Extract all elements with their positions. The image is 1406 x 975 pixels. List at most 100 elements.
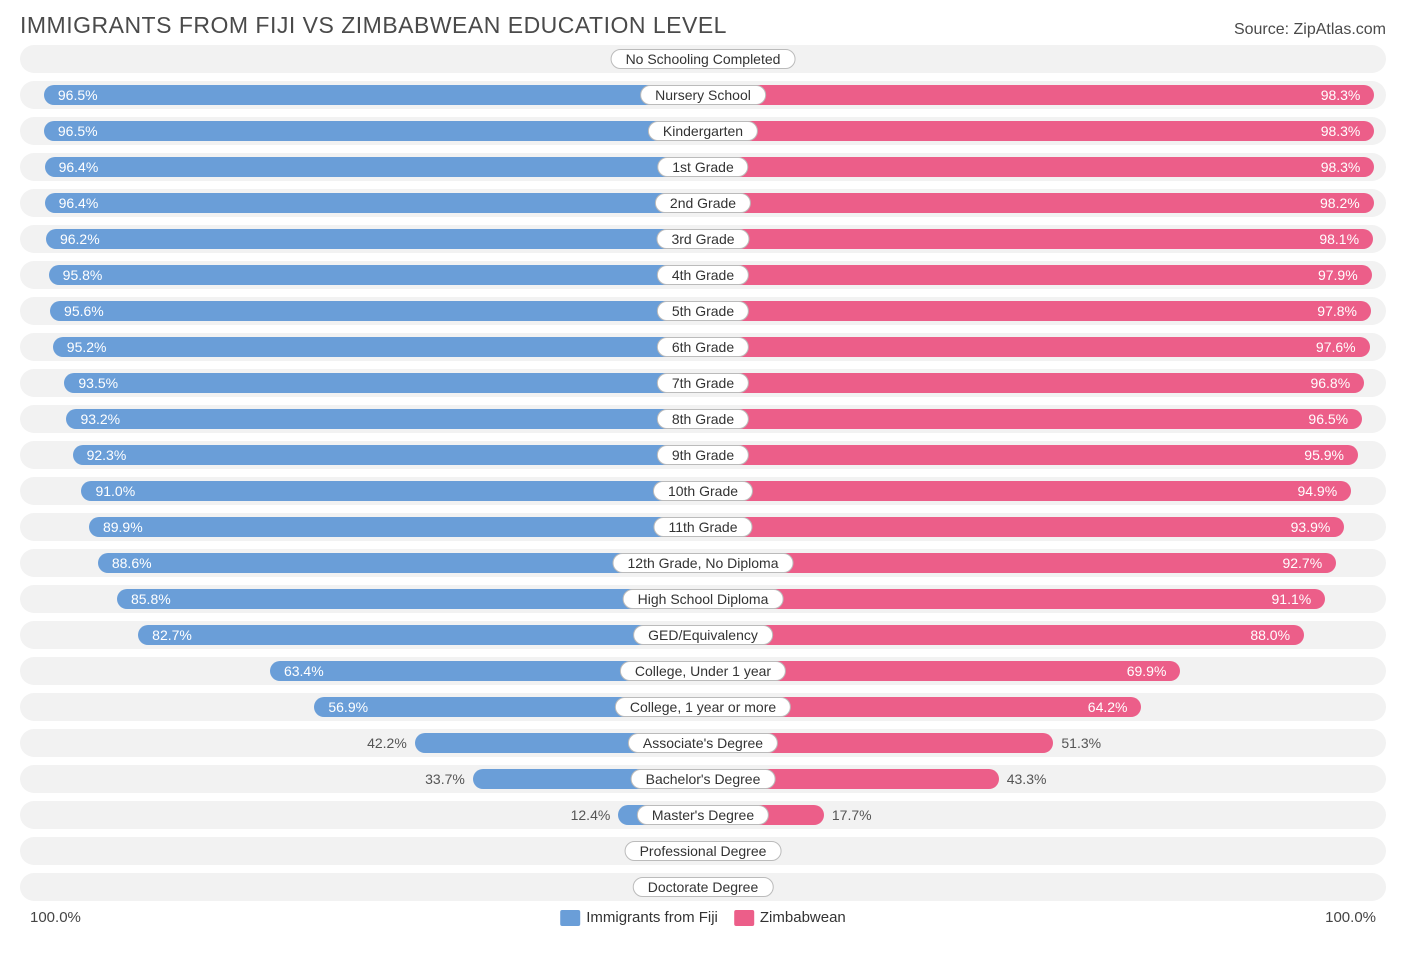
left-value-label: 88.6% bbox=[98, 549, 152, 577]
left-value-label: 42.2% bbox=[367, 729, 415, 757]
chart-row: 95.6%97.8%5th Grade bbox=[20, 297, 1386, 325]
right-bar bbox=[703, 121, 1374, 141]
right-value-label: 95.9% bbox=[1304, 441, 1358, 469]
category-label: 7th Grade bbox=[657, 373, 749, 393]
legend: Immigrants from Fiji Zimbabwean bbox=[560, 909, 846, 926]
chart-row: 89.9%93.9%11th Grade bbox=[20, 513, 1386, 541]
right-value-label: 92.7% bbox=[1282, 549, 1336, 577]
chart-row: 1.6%2.3%Doctorate Degree bbox=[20, 873, 1386, 901]
left-bar bbox=[89, 517, 703, 537]
left-value-label: 95.8% bbox=[49, 261, 103, 289]
category-label: 12th Grade, No Diploma bbox=[613, 553, 794, 573]
left-value-label: 95.6% bbox=[50, 297, 104, 325]
chart-row: 3.7%5.2%Professional Degree bbox=[20, 837, 1386, 865]
axis-left-label: 100.0% bbox=[30, 909, 81, 926]
left-bar bbox=[53, 337, 703, 357]
left-value-label: 96.4% bbox=[45, 189, 99, 217]
left-value-label: 96.5% bbox=[44, 81, 98, 109]
left-value-label: 93.2% bbox=[66, 405, 120, 433]
chart-row: 96.4% 98.3% 1st Grade bbox=[20, 153, 1386, 181]
chart-row: 96.4% 98.2% 2nd Grade bbox=[20, 189, 1386, 217]
category-label: 1st Grade bbox=[657, 157, 748, 177]
right-bar bbox=[703, 409, 1362, 429]
category-label: 11th Grade bbox=[653, 517, 752, 537]
right-value-label: 98.3% bbox=[1321, 117, 1375, 145]
legend-item-right: Zimbabwean bbox=[734, 909, 846, 926]
category-label: Doctorate Degree bbox=[633, 877, 774, 897]
right-value-label: 96.8% bbox=[1310, 369, 1364, 397]
legend-label: Immigrants from Fiji bbox=[586, 909, 718, 926]
right-bar bbox=[703, 625, 1304, 645]
legend-item-left: Immigrants from Fiji bbox=[560, 909, 718, 926]
left-value-label: 12.4% bbox=[571, 801, 619, 829]
chart-row: 96.5% 98.3% Kindergarten bbox=[20, 117, 1386, 145]
category-label: 2nd Grade bbox=[655, 193, 751, 213]
left-bar bbox=[45, 193, 703, 213]
left-value-label: 89.9% bbox=[89, 513, 143, 541]
category-label: 4th Grade bbox=[657, 265, 749, 285]
right-value-label: 51.3% bbox=[1053, 729, 1101, 757]
right-value-label: 43.3% bbox=[999, 765, 1047, 793]
left-bar bbox=[64, 373, 703, 393]
right-value-label: 96.5% bbox=[1308, 405, 1362, 433]
chart-row: 91.0% 94.9% 10th Grade bbox=[20, 477, 1386, 505]
legend-swatch-icon bbox=[560, 910, 580, 926]
chart-row: 82.7%88.0%GED/Equivalency bbox=[20, 621, 1386, 649]
chart-row: 85.8%91.1%High School Diploma bbox=[20, 585, 1386, 613]
right-bar bbox=[703, 445, 1358, 465]
right-value-label: 64.2% bbox=[1088, 693, 1142, 721]
category-label: Professional Degree bbox=[625, 841, 782, 861]
left-value-label: 33.7% bbox=[425, 765, 473, 793]
chart-row: 12.4% 17.7% Master's Degree bbox=[20, 801, 1386, 829]
chart-row: 93.5%96.8%7th Grade bbox=[20, 369, 1386, 397]
category-label: Kindergarten bbox=[648, 121, 758, 141]
left-value-label: 85.8% bbox=[117, 585, 171, 613]
category-label: College, Under 1 year bbox=[620, 661, 786, 681]
category-label: Nursery School bbox=[640, 85, 766, 105]
right-value-label: 69.9% bbox=[1127, 657, 1181, 685]
right-bar bbox=[703, 517, 1344, 537]
left-bar bbox=[73, 445, 703, 465]
left-value-label: 82.7% bbox=[138, 621, 192, 649]
right-value-label: 88.0% bbox=[1250, 621, 1304, 649]
category-label: 10th Grade bbox=[653, 481, 753, 501]
chart-source: Source: ZipAtlas.com bbox=[1234, 21, 1386, 39]
chart-row: 96.2%98.1%3rd Grade bbox=[20, 225, 1386, 253]
legend-swatch-icon bbox=[734, 910, 754, 926]
right-bar bbox=[703, 229, 1373, 249]
chart-row: 96.5%98.3%Nursery School bbox=[20, 81, 1386, 109]
left-bar bbox=[44, 121, 703, 141]
left-bar bbox=[81, 481, 703, 501]
chart-row: 88.6% 92.7% 12th Grade, No Diploma bbox=[20, 549, 1386, 577]
category-label: 9th Grade bbox=[657, 445, 749, 465]
right-value-label: 91.1% bbox=[1272, 585, 1326, 613]
right-bar bbox=[703, 553, 1336, 573]
category-label: Associate's Degree bbox=[628, 733, 778, 753]
right-value-label: 94.9% bbox=[1297, 477, 1351, 505]
left-value-label: 96.4% bbox=[45, 153, 99, 181]
chart-title: IMMIGRANTS FROM FIJI VS ZIMBABWEAN EDUCA… bbox=[20, 12, 727, 39]
right-value-label: 97.6% bbox=[1316, 333, 1370, 361]
right-value-label: 17.7% bbox=[824, 801, 872, 829]
left-value-label: 96.5% bbox=[44, 117, 98, 145]
left-bar bbox=[46, 229, 703, 249]
chart-row: 42.2% 51.3% Associate's Degree bbox=[20, 729, 1386, 757]
left-value-label: 92.3% bbox=[73, 441, 127, 469]
left-bar bbox=[50, 301, 703, 321]
left-value-label: 91.0% bbox=[81, 477, 135, 505]
right-bar bbox=[703, 85, 1374, 105]
right-bar bbox=[703, 373, 1364, 393]
right-bar bbox=[703, 481, 1351, 501]
right-bar bbox=[703, 589, 1325, 609]
left-value-label: 96.2% bbox=[46, 225, 100, 253]
right-value-label: 98.2% bbox=[1320, 189, 1374, 217]
left-bar bbox=[45, 157, 703, 177]
chart-row: 93.2%96.5%8th Grade bbox=[20, 405, 1386, 433]
right-bar bbox=[703, 193, 1374, 213]
left-value-label: 56.9% bbox=[314, 693, 368, 721]
right-value-label: 98.3% bbox=[1321, 153, 1375, 181]
chart-row: 56.9%64.2%College, 1 year or more bbox=[20, 693, 1386, 721]
left-bar bbox=[117, 589, 703, 609]
category-label: Master's Degree bbox=[637, 805, 769, 825]
right-value-label: 97.9% bbox=[1318, 261, 1372, 289]
